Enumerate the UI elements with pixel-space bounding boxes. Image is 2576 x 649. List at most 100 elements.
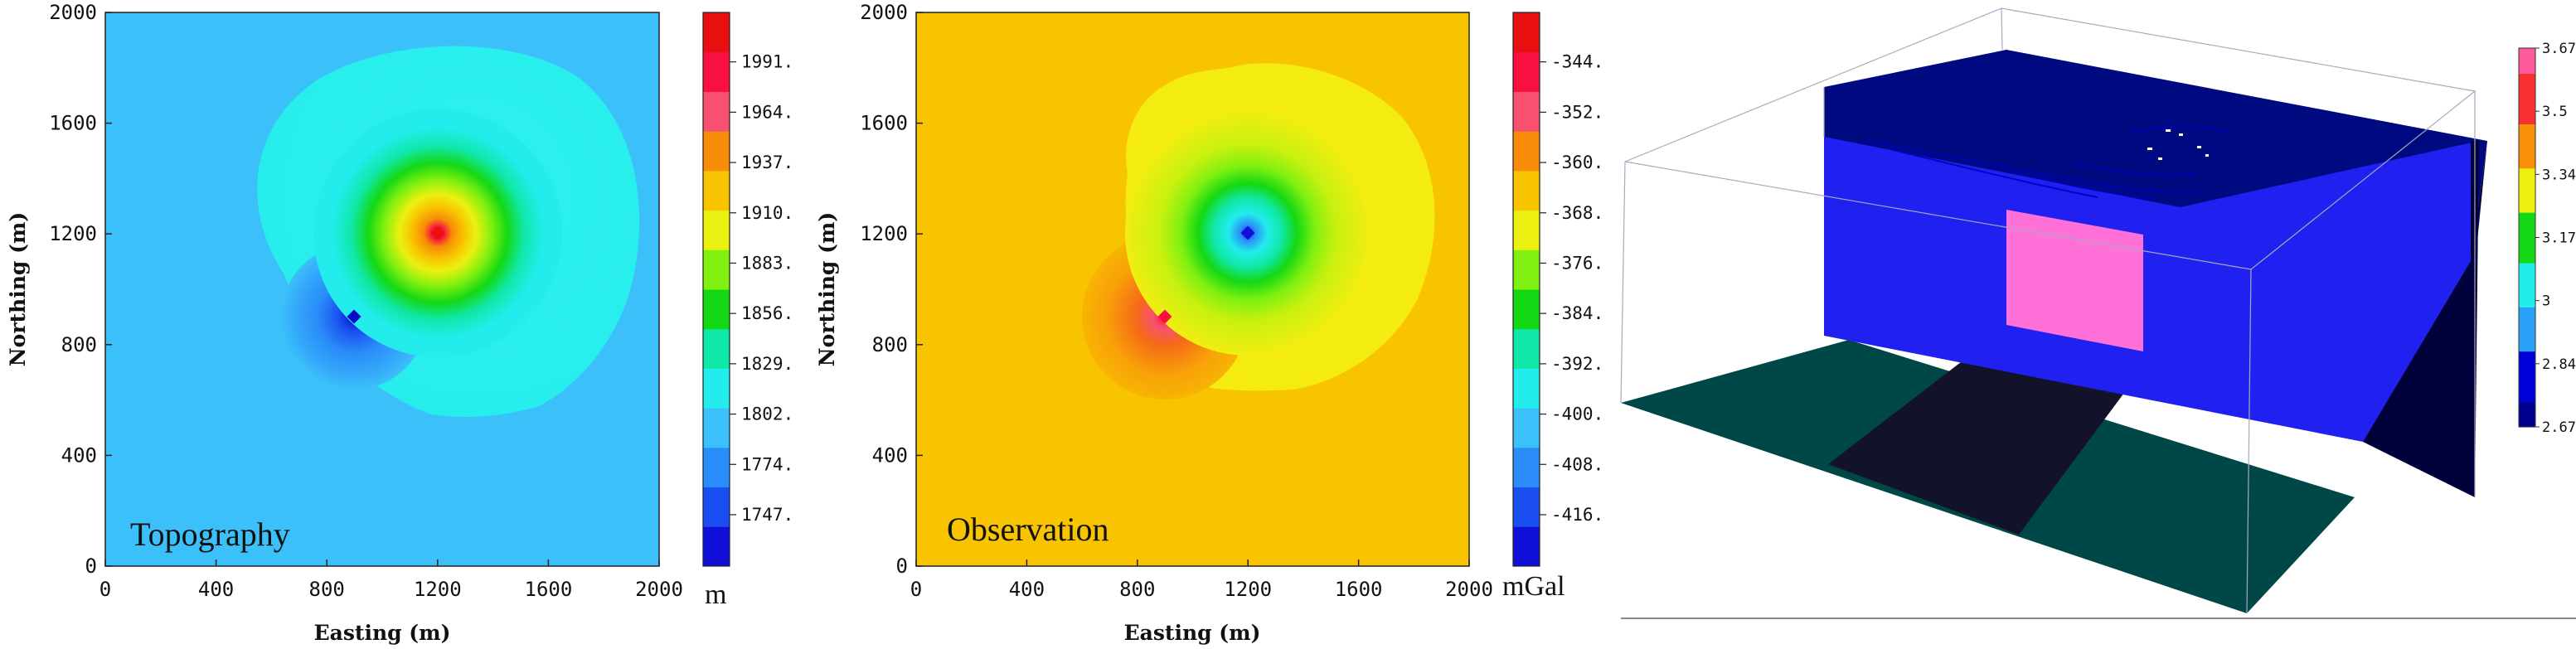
model-colorbar-swatch <box>2519 275 2535 283</box>
topography-colorbar-swatch <box>703 51 730 92</box>
observation-colorbar-swatch <box>1513 328 1540 369</box>
model-colorbar-swatch <box>2519 85 2535 93</box>
observation-map: Observation <box>916 12 1469 566</box>
model-colorbar-swatch <box>2519 124 2535 131</box>
topography-colorbar-swatch <box>703 12 730 53</box>
model-surface-highlights <box>2147 129 2209 160</box>
topography-colorbar-swatch <box>703 289 730 330</box>
model-colorbar: 2.67 2.84 3 3.17 3.34 3.5 3.67 <box>2518 41 2576 436</box>
topography-y-tick-label: 0 <box>85 555 97 578</box>
topography-colorbar-label: 1883. <box>741 253 793 273</box>
observation-colorbar-label: -376. <box>1551 253 1603 273</box>
model-colorbar-label: 3.5 <box>2542 104 2568 120</box>
model-colorbar-swatch <box>2519 136 2535 143</box>
topography-x-axis-title: Easting (m) <box>314 621 451 645</box>
model-colorbar-swatch <box>2519 326 2535 333</box>
model-colorbar-swatch <box>2519 80 2535 87</box>
model-floor-shadow <box>1828 340 2127 535</box>
observation-colorbar-swatch <box>1513 131 1540 172</box>
topography-colorbar-label: 1991. <box>741 52 793 72</box>
model-colorbar-swatch <box>2519 143 2535 150</box>
model-colorbar-label: 3.67 <box>2542 41 2576 57</box>
model-bounding-box <box>1620 7 2477 614</box>
model-colorbar-swatch <box>2519 294 2535 302</box>
topography-pit-marker <box>347 309 361 324</box>
observation-frame <box>915 12 1470 567</box>
topography-colorbar-label: 1747. <box>741 505 793 525</box>
observation-x-tick-label: 800 <box>1119 578 1155 601</box>
model-colorbar-swatch <box>2519 117 2535 124</box>
model-colorbar-swatch <box>2519 180 2535 188</box>
topography-colorbar: 1747. 1774. 1802. 1829. 1856. 1883. 1910. 1937.… <box>702 12 793 567</box>
topography-colorbar-swatch <box>703 447 730 488</box>
model-colorbar-swatch <box>2519 344 2535 352</box>
topography-x-tick-label: 2000 <box>635 578 683 601</box>
model-colorbar-swatch <box>2519 312 2535 321</box>
observation-colorbar-label: -408. <box>1551 454 1603 474</box>
model-colorbar-swatch <box>2519 230 2535 239</box>
topography-x-ticks: 0 400 800 1200 1600 2000 <box>99 559 683 601</box>
observation-colorbar-swatch <box>1513 12 1540 53</box>
topography-y-ticks: 0 400 800 1200 1600 2000 <box>49 1 112 578</box>
model-colorbar-swatch <box>2519 319 2535 327</box>
observation-colorbar-label: -360. <box>1551 153 1603 172</box>
observation-colorbar-swatch <box>1513 447 1540 488</box>
topography-colorbar-label: 1856. <box>741 303 793 323</box>
observation-y-tick-label: 400 <box>872 443 908 467</box>
model-colorbar-swatch <box>2519 351 2535 358</box>
observation-colorbar-swatch <box>1513 91 1540 132</box>
topography-colorbar-swatch <box>703 526 730 567</box>
topography-frame <box>104 12 660 567</box>
topography-panel: Topography 0 400 800 1200 1600 2000 0 400 800 12… <box>6 1 793 645</box>
model-colorbar-swatch <box>2519 104 2535 112</box>
observation-x-tick-label: 400 <box>1009 578 1045 601</box>
model-colorbar-swatch <box>2519 262 2535 270</box>
model-colorbar-swatch <box>2519 281 2535 289</box>
model-colorbar-swatch <box>2519 73 2535 80</box>
observation-colorbar-frame <box>1512 12 1540 567</box>
model-colorbar-swatch <box>2519 111 2535 119</box>
observation-x-tick-label: 1200 <box>1224 578 1272 601</box>
topography-colorbar-swatch <box>703 210 730 250</box>
model-colorbar-swatch <box>2519 389 2535 396</box>
observation-colorbar-label: -416. <box>1551 505 1603 525</box>
model-colorbar-swatch <box>2519 382 2535 390</box>
model-surface-texture <box>1865 125 2231 200</box>
model-colorbar-swatch <box>2519 376 2535 384</box>
model-colorbar-swatch <box>2519 408 2535 415</box>
topography-x-tick-label: 800 <box>309 578 345 601</box>
model-block-side <box>2363 141 2479 497</box>
observation-y-ticks: 0 400 800 1200 1600 2000 <box>860 1 923 578</box>
model-colorbar-swatch <box>2519 54 2535 61</box>
topography-y-tick-label: 2000 <box>49 1 97 24</box>
observation-x-ticks: 0 400 800 1200 1600 2000 <box>910 559 1493 601</box>
observation-colorbar-label: -384. <box>1551 303 1603 323</box>
topography-colorbar-swatch <box>703 487 730 527</box>
model-colorbar-label: 2.67 <box>2542 419 2576 436</box>
topography-colorbar-frame <box>702 12 730 567</box>
observation-x-tick-label: 2000 <box>1445 578 1493 601</box>
observation-y-tick-label: 1200 <box>860 222 908 245</box>
observation-colorbar: -416. -408. -400. -392. -384. -376. -368. -360.… <box>1512 12 1603 567</box>
topography-x-tick-label: 1600 <box>525 578 573 601</box>
observation-y-tick-label: 1600 <box>860 112 908 135</box>
model-colorbar-label: 3.34 <box>2542 167 2576 183</box>
model-colorbar-swatch <box>2519 249 2535 257</box>
model-colorbar-swatch <box>2519 66 2535 75</box>
model-colorbar-swatch <box>2519 332 2535 339</box>
model-colorbar-label: 3.17 <box>2542 230 2576 247</box>
observation-colorbar-swatch <box>1513 170 1540 211</box>
model-colorbar-swatch <box>2519 212 2535 220</box>
model-colorbar-swatch <box>2519 370 2535 377</box>
model-colorbar-label: 2.84 <box>2542 356 2576 373</box>
observation-colorbar-swatch <box>1513 249 1540 290</box>
observation-colorbar-label: -400. <box>1551 404 1603 424</box>
model-colorbar-swatch <box>2519 48 2535 56</box>
topography-y-tick-label: 800 <box>61 333 97 356</box>
topography-colorbar-swatch <box>703 249 730 290</box>
observation-y-tick-label: 800 <box>872 333 908 356</box>
topography-colorbar-label: 1802. <box>741 404 793 424</box>
observation-y-axis-title: Northing (m) <box>815 212 839 366</box>
model-colorbar-swatch <box>2519 420 2535 428</box>
